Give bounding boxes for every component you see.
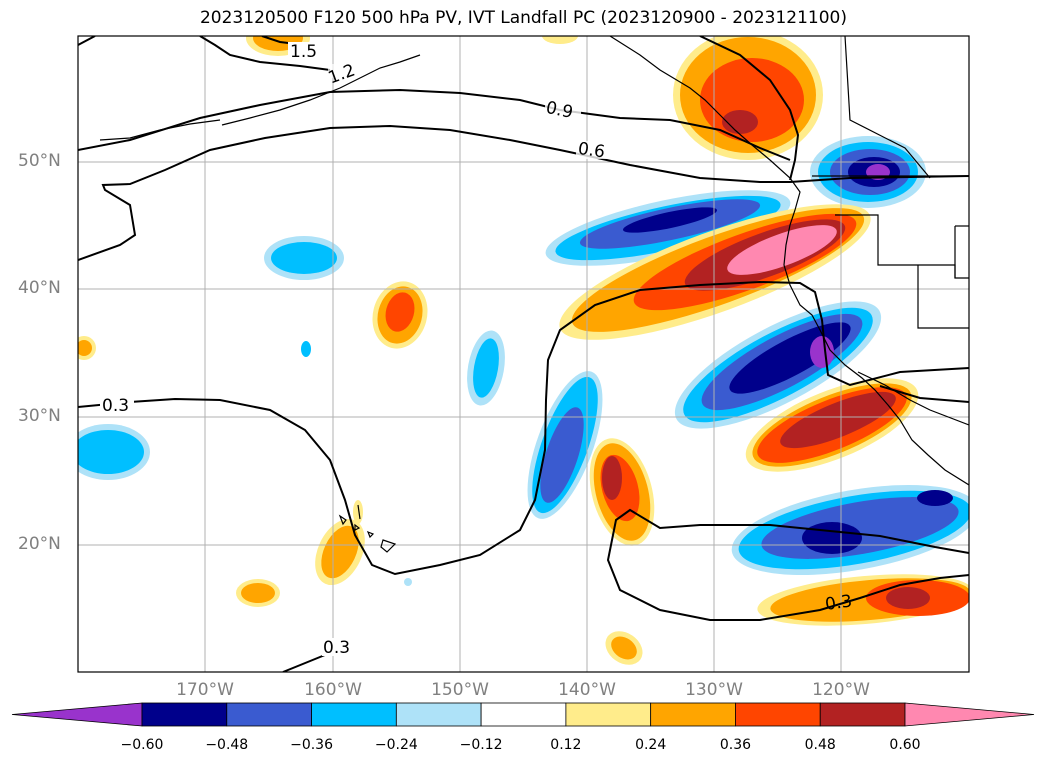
lat-label-50n: 50°N bbox=[18, 151, 61, 171]
lon-label-160w: 160°W bbox=[304, 680, 362, 700]
colorbar-segment bbox=[819, 702, 906, 727]
map-title: 2023120500 F120 500 hPa PV, IVT Landfall… bbox=[199, 8, 847, 28]
contour-label-0-3-south: 0.3 bbox=[323, 638, 350, 658]
colorbar-segment bbox=[480, 702, 567, 727]
shade-blob-tropical-negative bbox=[731, 485, 969, 575]
coastlines bbox=[99, 36, 969, 553]
shade-blob-baja-positive bbox=[745, 378, 919, 472]
contour-label-0-3-west: 0.3 bbox=[102, 396, 129, 416]
colorbar-extend-low bbox=[11, 702, 143, 727]
shade-blob-central-positive bbox=[589, 438, 655, 546]
colorbar-segment bbox=[141, 702, 228, 727]
contour-label-1-5: 1.5 bbox=[290, 42, 317, 62]
contour-label-0-9: 0.9 bbox=[544, 98, 575, 123]
colorbar-tick-label: −0.36 bbox=[290, 737, 333, 753]
colorbar-tick-label: −0.24 bbox=[374, 737, 418, 753]
colorbar-segment bbox=[226, 702, 312, 727]
colorbar-tick-label: 0.60 bbox=[889, 737, 921, 753]
colorbar-tick-label: −0.48 bbox=[205, 737, 249, 753]
shade-blob-pnw-positive bbox=[559, 204, 871, 340]
colorbar bbox=[11, 702, 1035, 727]
colorbar-tick-label: 0.36 bbox=[719, 737, 752, 753]
plot-frame bbox=[77, 35, 970, 673]
lon-label-150w: 150°W bbox=[431, 680, 489, 700]
colorbar-tick-label: 0.48 bbox=[804, 737, 836, 753]
colorbar-segment bbox=[735, 702, 821, 727]
colorbar-segment bbox=[565, 702, 652, 727]
lon-label-120w: 120°W bbox=[812, 680, 870, 700]
contour-label-0-3-southeast: 0.3 bbox=[824, 591, 854, 615]
colorbar-tick-label: 0.12 bbox=[550, 737, 582, 753]
shade-blob-washington bbox=[810, 136, 926, 208]
shade-blob-california-negative bbox=[674, 301, 882, 429]
lon-label-130w: 130°W bbox=[685, 680, 743, 700]
lat-label-30n: 30°N bbox=[18, 406, 61, 426]
graticule bbox=[78, 36, 969, 672]
colorbar-segment bbox=[650, 702, 736, 727]
colorbar-extend-high bbox=[904, 702, 1035, 727]
colorbar-segment bbox=[395, 702, 482, 727]
shade-blob-bc-coast bbox=[673, 36, 823, 160]
shade-blob-central-negative bbox=[527, 371, 603, 519]
lon-label-170w: 170°W bbox=[176, 680, 234, 700]
lat-label-20n: 20°N bbox=[18, 534, 61, 554]
shade-blob-ne-pacific-negative bbox=[545, 190, 791, 266]
colorbar-segment bbox=[311, 702, 397, 727]
contour-labels: 1.5 1.2 0.9 0.6 0.3 0.3 0.3 bbox=[100, 42, 853, 658]
shade-blob-southeast-positive bbox=[757, 574, 969, 626]
colorbar-tick-label: −0.60 bbox=[120, 737, 164, 753]
shade-blob-small-features bbox=[78, 236, 643, 665]
contour-label-0-6: 0.6 bbox=[577, 139, 607, 163]
colorbar-tick-label: 0.24 bbox=[635, 737, 667, 753]
lat-label-40n: 40°N bbox=[18, 278, 61, 298]
lon-label-140w: 140°W bbox=[558, 680, 616, 700]
colorbar-tick-label: −0.12 bbox=[459, 737, 503, 753]
